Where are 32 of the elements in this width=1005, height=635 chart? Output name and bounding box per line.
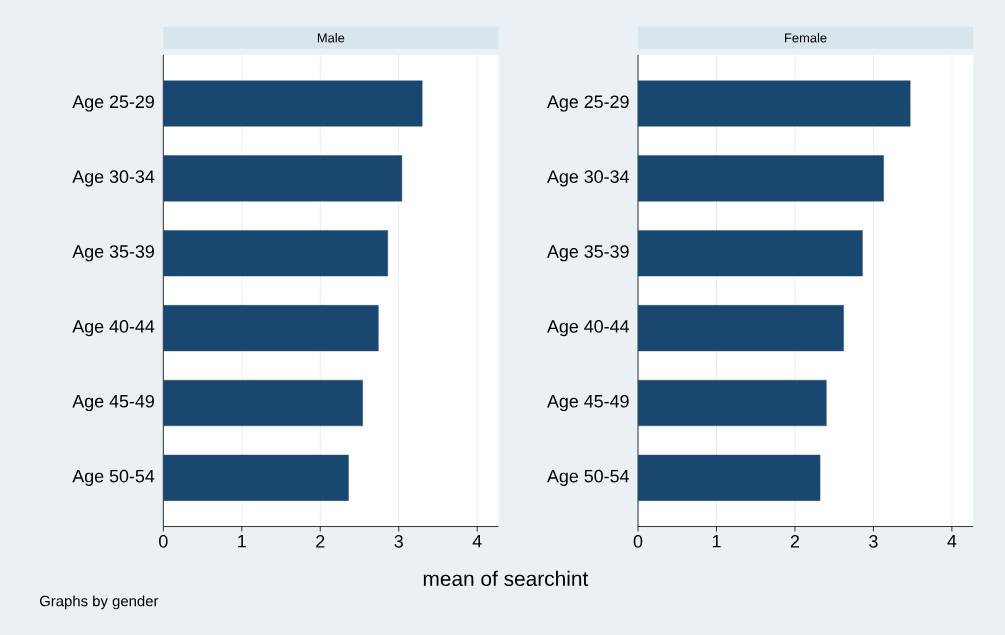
y-tick-label: Age 40-44: [547, 319, 629, 337]
y-tick-label: Age 25-29: [72, 95, 154, 112]
bar: [163, 230, 388, 277]
chart-title: Female: [785, 32, 827, 43]
x-tick-label: 1: [712, 534, 721, 548]
bar: [163, 80, 423, 127]
x-tick-label: 4: [947, 534, 957, 548]
x-tick-label: 3: [394, 534, 403, 548]
x-axis-title: mean of searchint: [423, 570, 589, 586]
y-tick-label: Age 50-54: [547, 469, 629, 486]
y-tick-label: Age 40-44: [72, 319, 155, 337]
bar: [163, 304, 379, 352]
x-tick-label: 1: [238, 534, 246, 548]
y-tick-label: Age 35-39: [547, 245, 629, 262]
x-tick-label: 0: [633, 534, 643, 548]
text: Graphs by gender: [39, 595, 159, 610]
x-tick-label: 4: [472, 534, 482, 548]
x-tick-label: 2: [790, 534, 800, 548]
y-tick-label: Age 45-49: [72, 394, 154, 411]
y-tick-label: Age 30-34: [547, 170, 629, 187]
y-tick-label: Age 30-34: [72, 170, 155, 187]
bar: [163, 155, 403, 202]
y-tick-label: Age 25-29: [547, 95, 629, 112]
y-tick-label: Age 35-39: [72, 245, 154, 262]
y-tick-label: Age 50-54: [72, 469, 155, 486]
bar: [163, 454, 349, 501]
chart-title: Male: [317, 32, 345, 43]
x-tick-label: 0: [159, 534, 168, 548]
bar: [163, 379, 363, 426]
x-tick-label: 3: [869, 534, 878, 548]
y-tick-label: Age 45-49: [547, 394, 629, 411]
x-tick-label: 2: [316, 534, 325, 548]
